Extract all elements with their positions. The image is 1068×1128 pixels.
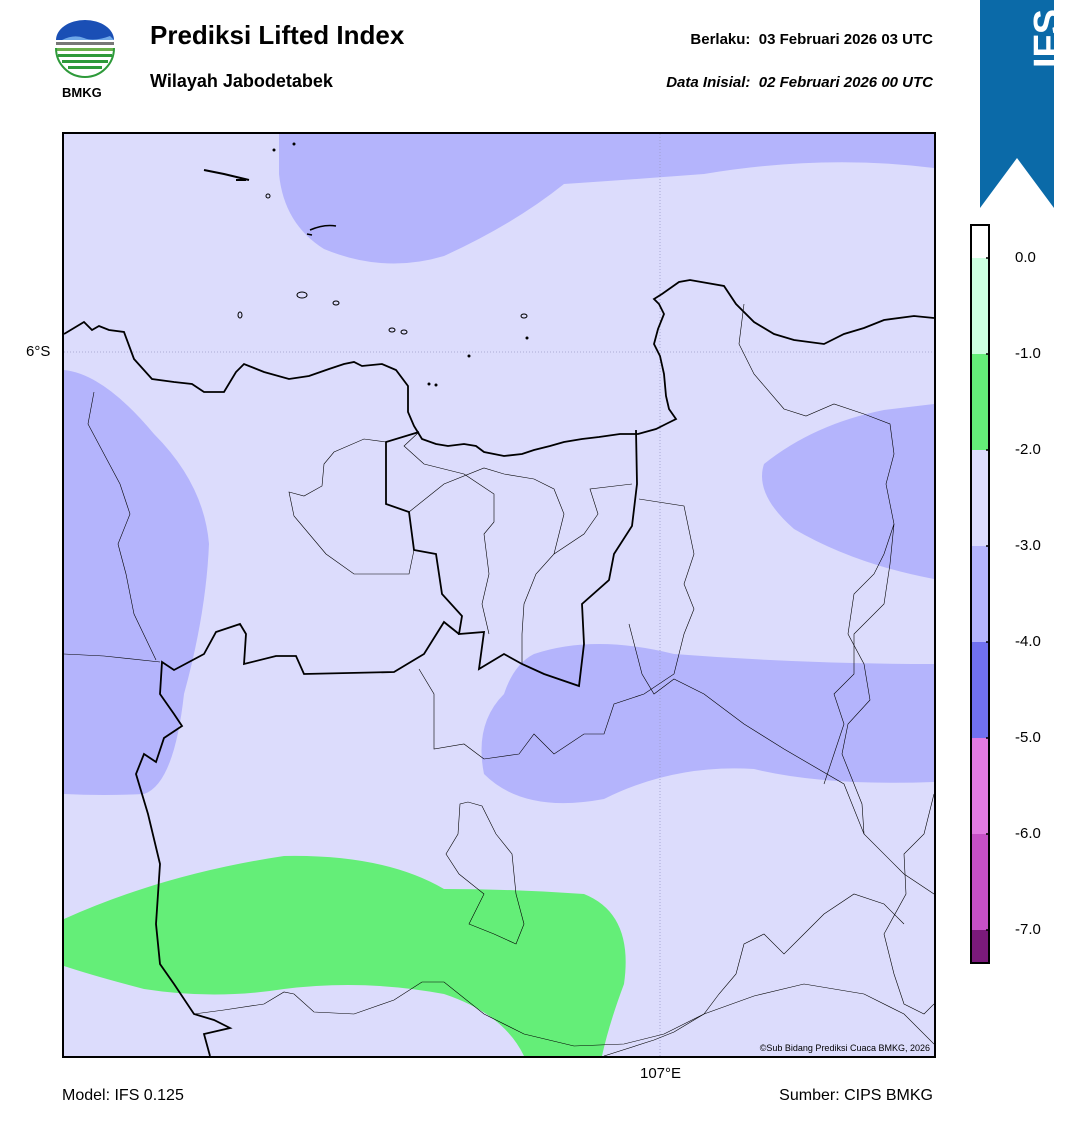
map-panel [62,132,936,1058]
island [265,193,271,199]
badge-text: IFS [1027,9,1054,68]
colorbar-segment [970,354,990,450]
island [292,142,296,146]
lon-label: 107°E [640,1065,682,1082]
li-region-west [64,370,209,795]
map-svg [64,134,934,1056]
island [306,224,337,236]
island [272,148,276,152]
li-region-north [279,134,934,264]
bmkg-logo-icon [55,20,115,78]
colorbar-tick-label: -2.0 [1015,441,1041,458]
island [467,354,471,358]
init-time: Data Inisial: 02 Februari 2026 00 UTC [666,74,933,91]
source-label: Sumber: CIPS BMKG [779,1087,933,1104]
colorbar-segment [970,450,990,546]
logo-text: BMKG [62,85,102,100]
province-boundary [385,429,638,688]
page-subtitle: Wilayah Jabodetabek [150,71,333,91]
bmkg-logo [54,20,116,84]
page-title: Prediksi Lifted Index [150,20,405,50]
copyright-text: ©Sub Bidang Prediksi Cuaca BMKG, 2026 [759,1043,930,1053]
colorbar-segment [970,930,990,964]
island [237,311,243,319]
li-region-central [481,644,934,804]
colorbar-segment [970,546,990,642]
colorbar-segment [970,258,990,354]
colorbar-tick-label: -3.0 [1015,537,1041,554]
colorbar-tick-label: -5.0 [1015,729,1041,746]
island [525,336,529,340]
valid-time: Berlaku: 03 Februari 2026 03 UTC [690,31,933,48]
colorbar-border [970,224,990,964]
colorbar-tick-label: 0.0 [1015,249,1036,266]
li-region-south-green [64,855,626,1056]
province-boundary [135,620,460,1056]
island [434,383,438,387]
island [203,169,250,181]
li-region-east [762,404,934,579]
island [520,313,528,319]
model-label: Model: IFS 0.125 [62,1087,184,1104]
colorbar-segment [970,224,990,258]
colorbar-segment [970,834,990,930]
colorbar-svg [970,224,990,964]
ribbon-icon: IFS [980,0,1068,208]
coastline [64,279,934,457]
lat-label: 6°S [26,343,51,360]
island [400,329,408,335]
ifs-badge: IFS [980,0,1068,208]
island [296,291,308,299]
colorbar-segment [970,642,990,738]
colorbar-tick-label: -6.0 [1015,825,1041,842]
island [427,382,431,386]
island [332,300,340,306]
colorbar-tick-label: -1.0 [1015,345,1041,362]
island [388,327,396,333]
colorbar-tick-label: -7.0 [1015,921,1041,938]
colorbar-tick-label: -4.0 [1015,633,1041,650]
district-boundaries [64,303,934,1056]
colorbar [970,224,990,964]
colorbar-segment [970,738,990,834]
